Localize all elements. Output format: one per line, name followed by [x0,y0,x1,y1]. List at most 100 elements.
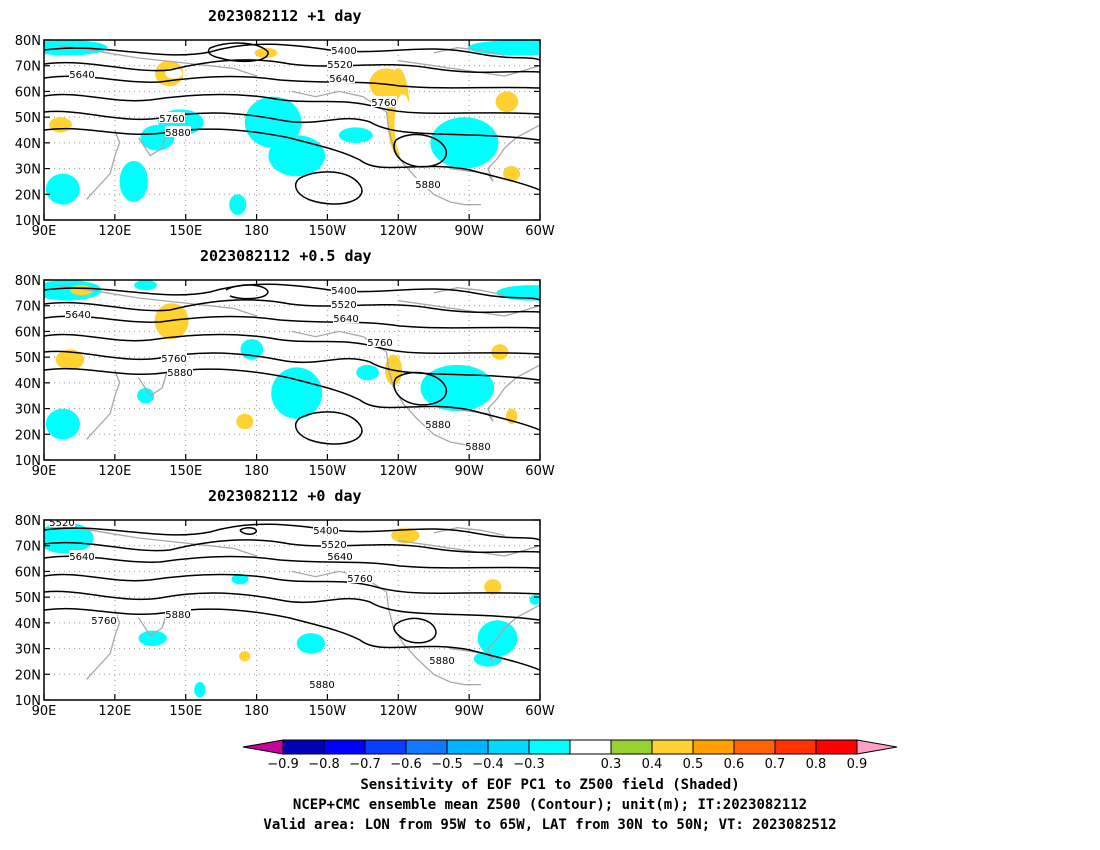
colorbar-swatch [733,739,776,755]
lon-tick-label: 90E [32,464,57,479]
contour-label: 5880 [167,368,192,379]
sensitivity-shading [138,630,167,646]
contour-label-bg [329,72,355,83]
contour-label-bg [331,44,357,55]
lon-tick-label: 90W [454,224,484,239]
lat-tick-label: 30N [15,163,41,178]
lon-tick-label: 120W [379,224,417,239]
lon-tick-label: 60W [525,704,555,719]
colorbar-swatch [528,739,571,755]
contour-label: 5640 [327,552,352,563]
contour-label-bg [331,284,357,295]
contour-label: 5520 [321,540,346,551]
colorbar-swatch [569,739,612,755]
lat-tick-label: 60N [15,85,41,100]
z500-contour [239,527,257,535]
colorbar-swatch [487,739,530,755]
contour-label-bg [327,58,353,69]
contour-label-bg [159,112,185,123]
lon-tick-label: 150E [169,464,202,479]
coastline [86,369,121,440]
contour-label: 5640 [69,552,94,563]
lat-tick-label: 20N [15,428,41,443]
sensitivity-shading [473,651,503,667]
map-frame [43,519,541,701]
lat-tick-label: 40N [15,137,41,152]
map-panel-2: 5400 5520 5640 5640 5760 5760 5880 5880 5880 80N 7… [15,274,555,479]
lat-tick-label: 40N [15,617,41,632]
sensitivity-shading [338,127,373,143]
lat-tick-label: 50N [15,591,41,606]
lat-tick-label: 20N [15,668,41,683]
contour-label-bg [429,654,455,665]
lon-tick-label: 60W [525,224,555,239]
colorbar-swatch [282,739,325,755]
contour-label: 5760 [159,114,184,125]
z500-contour [44,590,540,621]
colorbar-low-extension [242,739,284,755]
colorbar-swatch [610,739,653,755]
panel-2-title: 2023082112 +0.5 day [200,247,372,265]
lat-tick-label: 30N [15,643,41,658]
colorbar-label: −0.9 [267,757,299,772]
sensitivity-shading [296,633,326,654]
z500-contour [225,284,269,300]
coastline [137,372,168,397]
z500-contour [393,133,447,168]
lon-tick-label: 150E [169,704,202,719]
lat-tick-label: 80N [15,514,41,529]
z500-contour [44,127,540,191]
lat-tick-label: 40N [15,377,41,392]
lat-tick-label: 60N [15,325,41,340]
contour-label: 5640 [65,310,90,321]
coastline [433,287,505,297]
colorbar-label: 0.5 [683,757,704,772]
lon-tick-label: 90E [32,704,57,719]
z500-contour [44,315,540,329]
contour-label: 5400 [331,286,356,297]
caption-valid-area: Valid area: LON from 95W to 65W, LAT fro… [263,817,837,833]
lon-tick-label: 150W [309,224,347,239]
lon-tick-label: 120E [98,704,131,719]
z500-contour [44,93,540,115]
sensitivity-shading [503,166,521,182]
lon-tick-label: 180 [244,704,269,719]
sensitivity-shading [484,579,502,595]
contour-label: 5520 [331,300,356,311]
lon-tick-label: 90E [32,224,57,239]
contour-label-bg [167,366,193,377]
colorbar-label: 0.9 [847,757,868,772]
lon-tick-label: 60W [525,464,555,479]
colorbar-swatch [774,739,817,755]
contour-label-bg [69,68,95,79]
coastline [86,609,121,680]
z500-contour [44,299,540,314]
sensitivity-shading [55,349,85,371]
sensitivity-shading [495,91,519,112]
sensitivity-shading [194,682,206,698]
lat-tick-label: 10N [15,454,41,469]
contour-label-bg [161,352,187,363]
contour-label-bg [321,538,347,549]
lat-tick-label: 20N [15,188,41,203]
lat-tick-label: 30N [15,403,41,418]
contour-label: 5760 [371,98,396,109]
contour-label: 5760 [367,338,392,349]
colorbar-label: −0.6 [390,757,422,772]
z500-contour [393,617,437,644]
contour-label: 5400 [313,526,338,537]
colorbar-swatch [815,739,858,755]
contour-label-bg [333,312,359,323]
lon-tick-label: 90W [454,464,484,479]
map-panel-1: 5400 5520 5640 5640 5760 5760 5880 5880 80N 70N 60… [15,34,555,239]
contour-label: 5880 [429,656,454,667]
contour-label-bg [165,126,191,137]
sensitivity-shading [137,388,155,404]
coastline [433,527,505,537]
sensitivity-shading [45,173,80,205]
sensitivity-shading [119,160,148,202]
lon-tick-label: 120W [379,464,417,479]
colorbar-label: 0.4 [642,757,663,772]
contour-label-bg [91,614,117,625]
